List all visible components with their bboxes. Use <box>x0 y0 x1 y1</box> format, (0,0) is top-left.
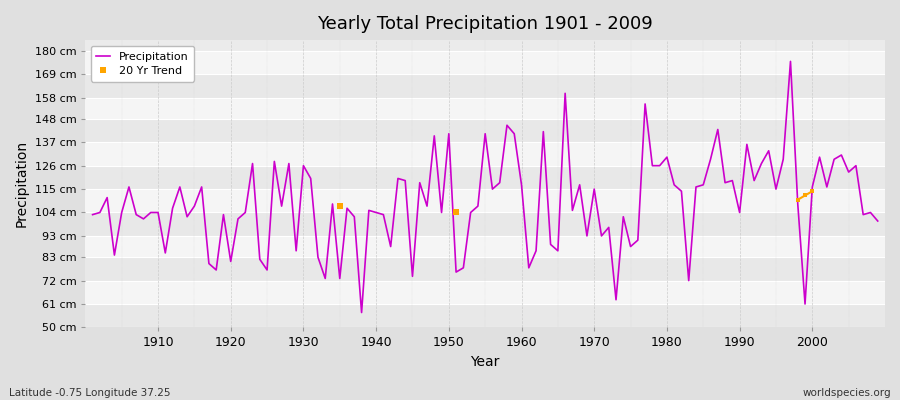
Text: Latitude -0.75 Longitude 37.25: Latitude -0.75 Longitude 37.25 <box>9 388 170 398</box>
Bar <box>86 304 885 328</box>
Bar <box>86 257 885 280</box>
Legend: Precipitation, 20 Yr Trend: Precipitation, 20 Yr Trend <box>91 46 194 82</box>
Text: worldspecies.org: worldspecies.org <box>803 388 891 398</box>
Bar <box>86 74 885 98</box>
Bar <box>86 212 885 236</box>
Bar <box>86 280 885 304</box>
Precipitation <box>872 219 883 224</box>
Bar <box>86 189 885 212</box>
Title: Yearly Total Precipitation 1901 - 2009: Yearly Total Precipitation 1901 - 2009 <box>318 15 653 33</box>
Precipitation <box>349 214 360 219</box>
Precipitation <box>610 297 621 302</box>
Precipitation <box>516 182 526 187</box>
Bar <box>86 98 885 119</box>
X-axis label: Year: Year <box>471 355 500 369</box>
Bar <box>86 142 885 166</box>
Bar <box>86 51 885 74</box>
Bar <box>86 166 885 189</box>
Precipitation <box>146 210 157 215</box>
Precipitation <box>524 266 535 270</box>
Precipitation <box>87 212 98 217</box>
Line: Precipitation: Precipitation <box>93 61 878 312</box>
Bar <box>86 236 885 257</box>
Precipitation <box>785 59 796 64</box>
Precipitation <box>356 310 367 315</box>
Precipitation <box>305 176 316 181</box>
Bar <box>86 119 885 142</box>
Y-axis label: Precipitation: Precipitation <box>15 140 29 227</box>
